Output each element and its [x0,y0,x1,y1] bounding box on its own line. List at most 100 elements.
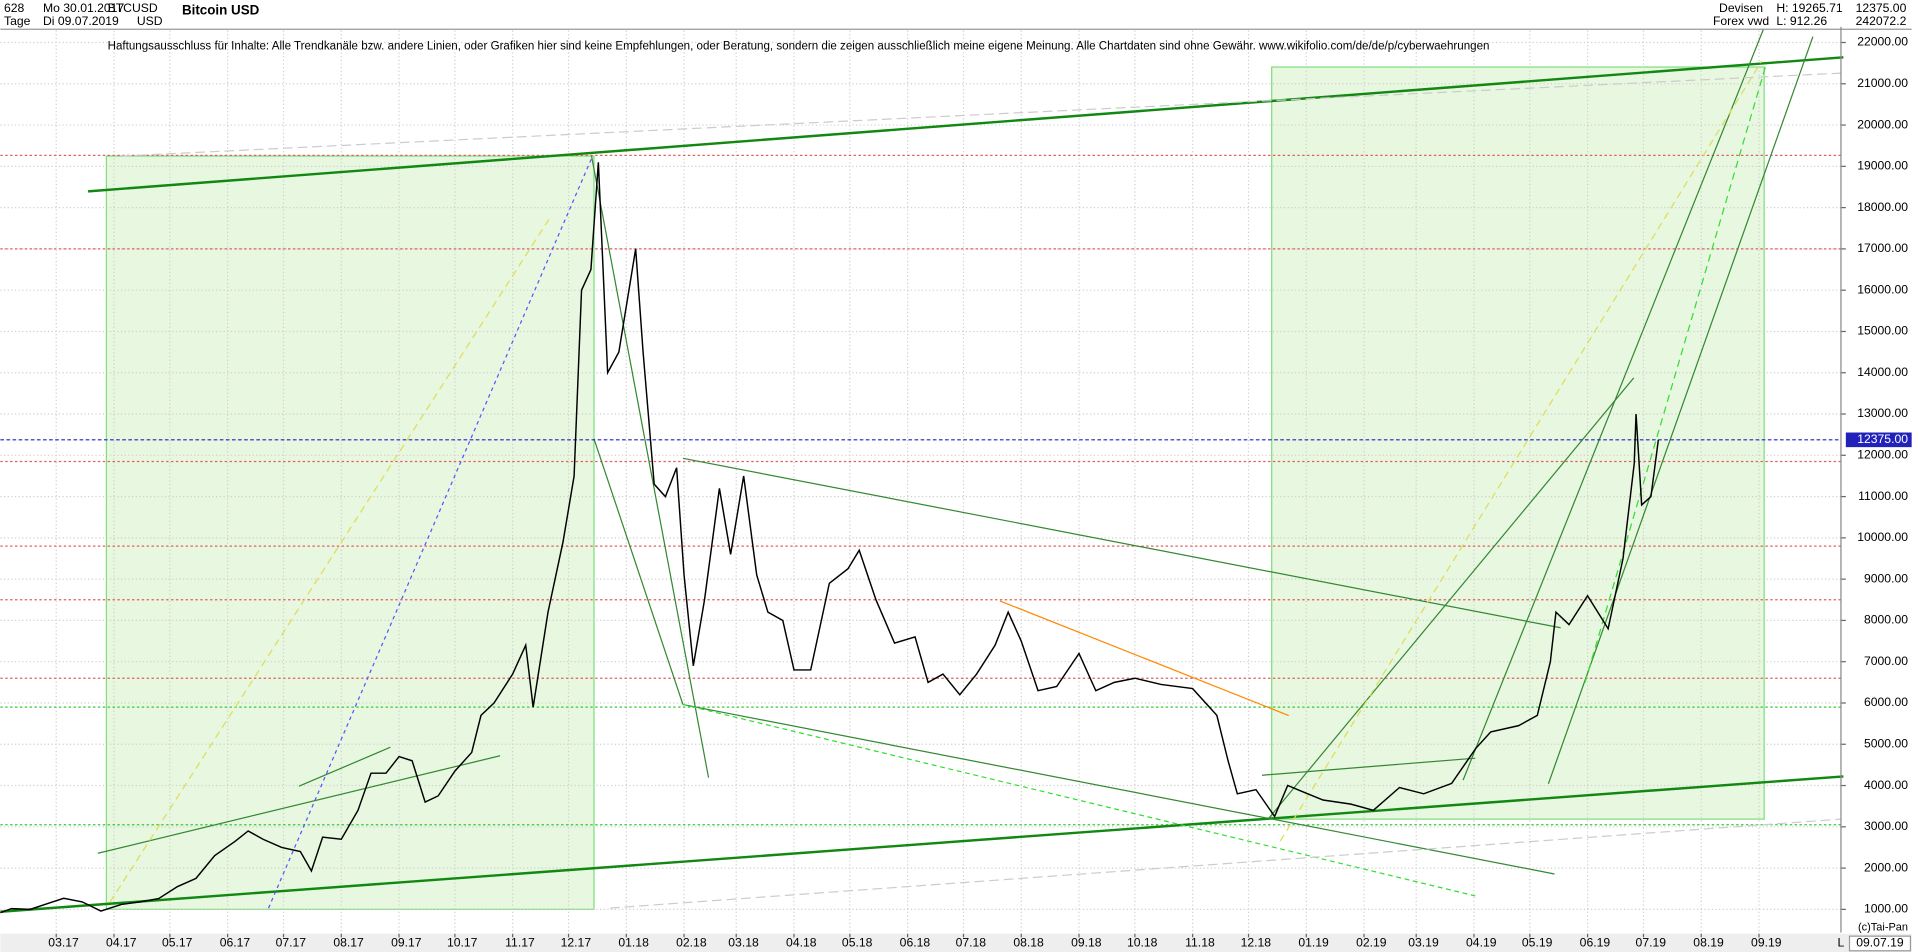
zone-box [1271,66,1765,820]
volume: 242072.2 [1856,14,1907,28]
symbol: BTCUSD [108,1,158,15]
trend-line [267,158,593,909]
trend-line [593,438,684,705]
y-tick-label: 14000.00 [1857,365,1908,379]
date-box [1848,935,1912,952]
y-tick-label: 8000.00 [1864,613,1908,627]
y-tick-label: 16000.00 [1857,282,1908,296]
x-tick-label: 07.17 [276,936,307,950]
x-tick-label: 09.17 [391,936,422,950]
x-tick-label: 04.18 [786,936,817,950]
trend-line [109,219,550,903]
x-tick-label: 10.17 [447,936,478,950]
low: L: 912.26 [1776,14,1827,28]
counter: 628 [4,1,25,15]
y-tick-label: 3000.00 [1864,819,1908,833]
x-tick-label: 03.18 [728,936,759,950]
trend-line [590,155,710,778]
trend-line [1279,60,1763,842]
x-tick-label: 06.17 [220,936,251,950]
y-tick-label: 19000.00 [1857,159,1908,173]
x-tick-label: 12.18 [1241,936,1272,950]
y-tick-label: 1000.00 [1864,902,1908,916]
header-bar [0,0,1912,30]
y-tick-label: 6000.00 [1864,695,1908,709]
x-tick-label: 01.19 [1298,936,1329,950]
x-tick-label: 09.19 [1751,936,1782,950]
x-tick-label: 08.19 [1693,936,1724,950]
price-line [0,162,1660,914]
trend-line [682,457,1561,629]
y-tick-label: 21000.00 [1857,76,1908,90]
y-tick-label: 12000.00 [1857,448,1908,462]
trend-line [122,72,1841,157]
chart-title: Bitcoin USD [182,3,260,18]
y-tick-label: 9000.00 [1864,571,1908,585]
trend-line [1584,66,1766,683]
x-tick-label: 05.19 [1522,936,1553,950]
trend-line [88,56,1844,193]
x-tick-label: 06.19 [1580,936,1611,950]
source: Forex vwd [1713,14,1769,28]
date-from: Mo 30.01.2017 [43,1,124,15]
high: H: 19265.71 [1776,1,1843,15]
x-tick-label: 05.18 [842,936,873,950]
x-tick-label: 04.19 [1466,936,1497,950]
x-tick-label: 06.18 [900,936,931,950]
y-tick-label: 22000.00 [1857,35,1908,49]
x-tick-label: 02.18 [676,936,707,950]
x-tick-label: 12.17 [561,936,592,950]
y-tick-label: 13000.00 [1857,406,1908,420]
trend-line [1261,757,1476,776]
y-tick-label: 7000.00 [1864,654,1908,668]
trend-line [1267,377,1635,820]
trend-line [609,818,1842,909]
date-to: Di 09.07.2019 [43,14,119,28]
trend-line [1462,18,1769,781]
x-axis-band [0,933,1912,952]
x-tick-label: 04.17 [106,936,137,950]
x-tick-label: 08.18 [1013,936,1044,950]
trend-line [0,775,1844,913]
currency: USD [137,14,163,28]
scale-mode: L [1838,936,1845,950]
trend-line [682,703,1555,875]
x-tick-label: 03.19 [1408,936,1439,950]
x-tick-label: 02.19 [1356,936,1387,950]
x-tick-label: 08.17 [333,936,364,950]
trend-line [1547,36,1814,784]
plot [0,162,1841,914]
y-tick-label: 18000.00 [1857,200,1908,214]
x-tick-label: 11.18 [1185,936,1215,950]
x-tick-label: 07.19 [1636,936,1667,950]
trend-lines [0,18,1844,913]
x-tick-label: 05.17 [162,936,193,950]
y-tick-label: 17000.00 [1857,241,1908,255]
y-tick-label: 11000.00 [1858,489,1908,503]
trend-line [298,746,391,787]
x-tick-label: 10.18 [1127,936,1158,950]
last-price-tag [1845,432,1912,448]
current-date: 09.07.19 [1856,936,1904,950]
period: Tage [4,14,31,28]
x-tick-label: 01.18 [618,936,649,950]
y-tick-label: 20000.00 [1857,117,1908,131]
y-tick-label: 15000.00 [1857,324,1908,338]
y-tick-label: 2000.00 [1864,860,1908,874]
market: Devisen [1719,1,1763,15]
y-tick-label: 5000.00 [1864,736,1908,750]
y-tick-label: 10000.00 [1857,530,1908,544]
copyright: (c)Tai-Pan [1858,922,1908,934]
y-tick-label: 4000.00 [1864,778,1908,792]
x-tick-label: 11.17 [505,936,535,950]
trend-line [999,600,1289,717]
x-tick-label: 03.17 [48,936,79,950]
last: 12375.00 [1856,1,1907,15]
trend-line [97,755,501,854]
grid [0,26,1846,933]
disclaimer: Haftungsausschluss für Inhalte: Alle Tre… [108,40,1490,52]
x-tick-label: 07.18 [956,936,987,950]
x-tick-label: 09.18 [1071,936,1102,950]
